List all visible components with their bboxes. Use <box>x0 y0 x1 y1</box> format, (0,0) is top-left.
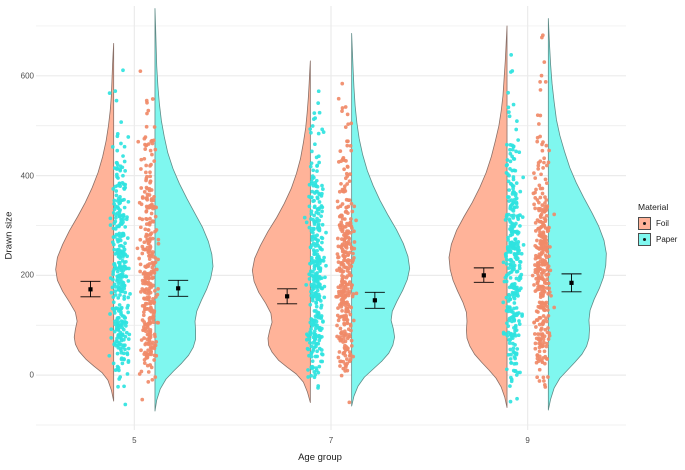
legend-label-foil: Foil <box>656 219 669 228</box>
points-paper-age-7 <box>302 89 328 390</box>
legend-label-paper: Paper <box>656 235 678 244</box>
violin-paper-age-5 <box>154 8 214 412</box>
y-tick-0: 0 <box>29 370 34 380</box>
points-foil-age-9 <box>530 33 557 389</box>
x-tick-7: 7 <box>328 436 334 445</box>
legend-key-foil-icon <box>638 217 651 230</box>
plot-panel <box>36 6 626 430</box>
x-axis-title-text: Age group <box>298 452 342 463</box>
points-paper-age-9 <box>501 53 526 404</box>
y-tick-600: 600 <box>20 71 34 81</box>
violin-foil-age-9 <box>448 25 508 408</box>
legend-item-paper[interactable]: Paper <box>638 232 685 247</box>
points-foil-age-7 <box>334 81 359 405</box>
points-paper-age-5 <box>107 68 132 407</box>
y-axis-tick-labels: 0 200 400 600 <box>0 0 34 470</box>
legend-item-foil[interactable]: Foil <box>638 216 685 231</box>
errorbar-foil-age-7 <box>277 288 298 305</box>
x-tick-9: 9 <box>525 436 530 445</box>
errorbar-paper-age-5 <box>168 279 189 297</box>
plot-canvas <box>36 6 626 430</box>
violin-foil-age-7 <box>251 60 311 403</box>
errorbar-foil-age-5 <box>80 280 101 298</box>
y-tick-400: 400 <box>20 171 34 181</box>
errorbar-paper-age-9 <box>561 273 582 293</box>
points-foil-age-5 <box>135 69 161 402</box>
errorbar-foil-age-9 <box>473 267 494 283</box>
x-axis-title: Age group <box>0 452 640 463</box>
errorbar-paper-age-7 <box>364 291 385 309</box>
legend-title: Material <box>638 202 669 212</box>
violin-paper-age-9 <box>547 18 607 411</box>
x-tick-5: 5 <box>132 436 137 445</box>
y-tick-200: 200 <box>20 270 34 280</box>
legend-key-paper-icon <box>638 233 651 246</box>
legend: Material Foil Paper <box>638 202 685 248</box>
legend-entries: Foil Paper <box>638 216 685 247</box>
violin-foil-age-5 <box>55 43 115 402</box>
violin-paper-age-7 <box>351 33 411 407</box>
